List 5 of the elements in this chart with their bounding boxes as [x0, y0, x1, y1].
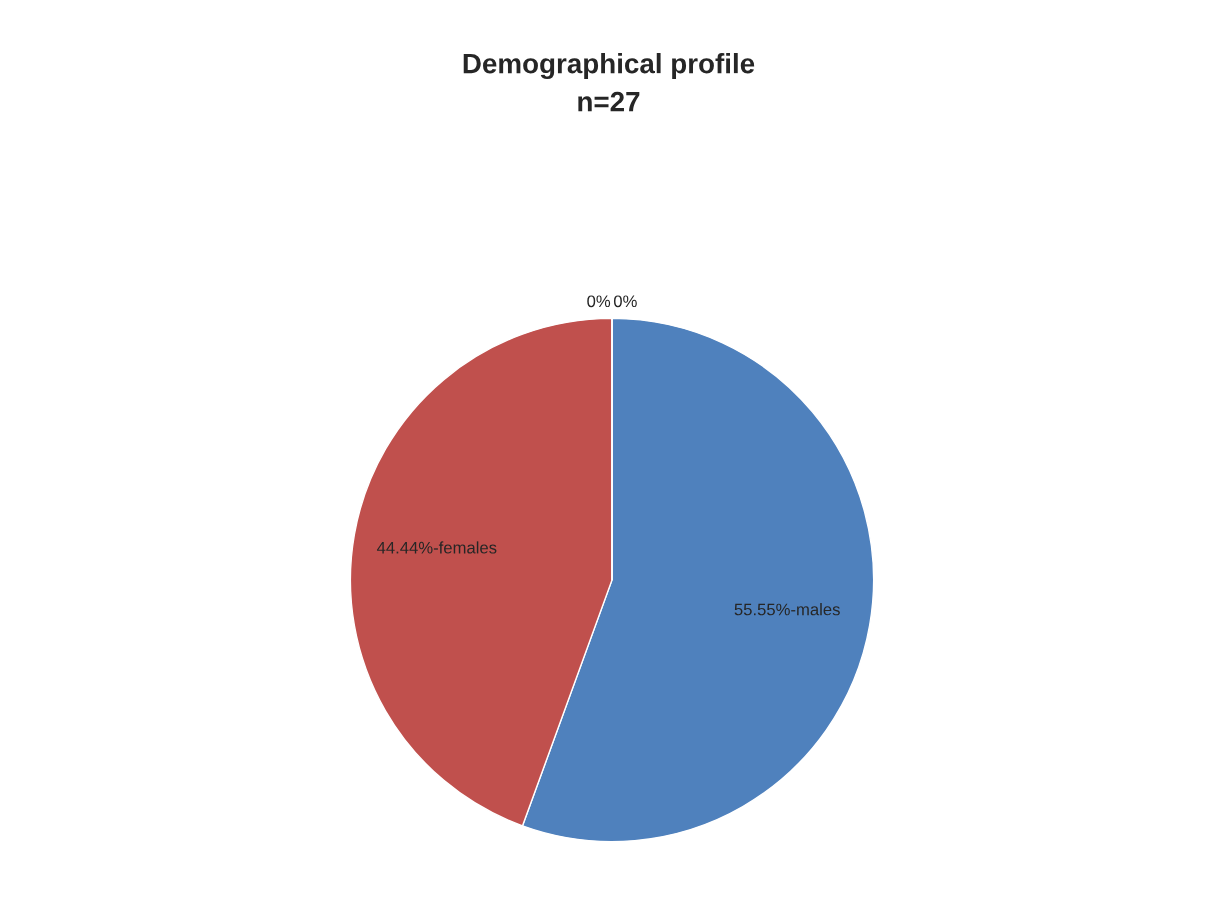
category-label: 0% — [613, 295, 637, 308]
slice-label: 55.55%-males — [734, 603, 840, 616]
slice-label: 44.44%-females — [376, 541, 497, 554]
category-label: 0% — [587, 295, 611, 308]
chart-title: Demographical profile n=27 — [463, 53, 755, 112]
